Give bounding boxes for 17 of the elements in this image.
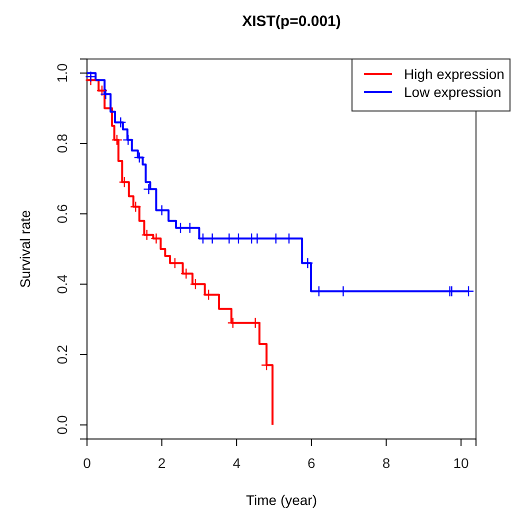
y-tick-label: 0.4 [54,274,70,294]
y-tick-label: 0.0 [54,414,70,435]
x-axis-title: Time (year) [246,492,318,508]
x-tick-label: 10 [453,454,470,471]
x-tick-label: 2 [158,454,166,471]
y-tick-label: 0.2 [54,344,70,364]
x-tick-label: 0 [83,454,92,471]
x-tick-label: 8 [382,454,390,471]
legend-label: High expression [404,66,504,82]
x-tick-label: 4 [232,454,241,471]
y-tick-label: 0.8 [54,134,70,154]
y-axis-title: Survival rate [17,210,33,288]
x-tick-label: 6 [308,454,316,471]
chart-title: XIST(p=0.001) [242,13,341,30]
legend-label: Low expression [404,84,502,100]
y-tick-label: 0.6 [54,204,70,224]
y-tick-label: 1.0 [54,63,70,83]
